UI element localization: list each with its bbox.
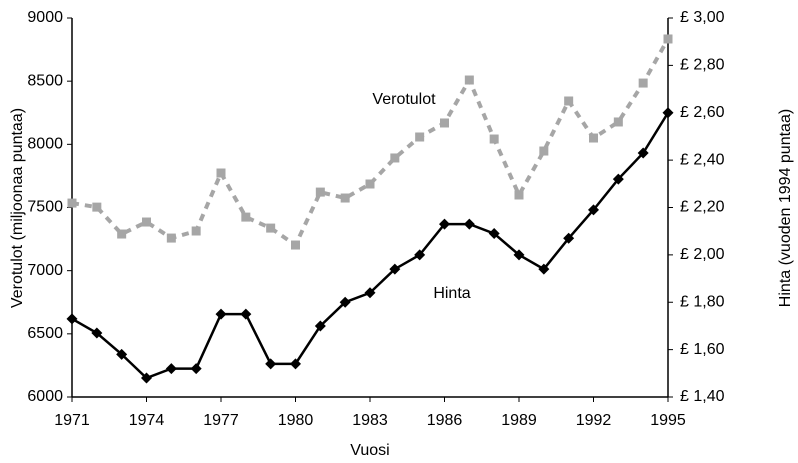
marker (613, 117, 623, 127)
series-label: Verotulot (372, 91, 436, 108)
x-tick-label: 1977 (203, 412, 239, 429)
marker (314, 320, 326, 332)
x-tick-label: 1992 (576, 412, 612, 429)
marker (240, 308, 252, 320)
y-tick-label: 6000 (27, 388, 63, 405)
y2-tick-label: £ 3,00 (680, 9, 725, 26)
marker (662, 107, 674, 119)
marker (488, 228, 500, 240)
marker (638, 78, 648, 88)
marker (538, 263, 550, 275)
marker (390, 153, 400, 163)
marker (588, 204, 599, 216)
marker (389, 263, 401, 275)
marker (265, 358, 277, 370)
marker (117, 229, 127, 239)
marker (440, 118, 449, 128)
series-line (71, 37, 670, 248)
marker (364, 287, 376, 299)
marker (241, 212, 251, 222)
marker (116, 348, 128, 360)
marker (266, 223, 276, 233)
marker (464, 75, 474, 85)
marker (191, 226, 201, 236)
marker (612, 173, 624, 185)
y2-tick-label: £ 2,60 (680, 104, 725, 121)
y2-axis-title: Hinta (vuoden 1994 puntaa) (777, 109, 794, 307)
marker (141, 372, 152, 384)
x-tick-label: 1983 (352, 412, 388, 429)
marker (513, 249, 525, 261)
x-tick-label: 1980 (278, 412, 314, 429)
y2-tick-label: £ 2,00 (680, 246, 725, 263)
marker (290, 358, 301, 370)
marker (91, 327, 103, 339)
x-tick-label: 1986 (427, 412, 463, 429)
marker (339, 296, 351, 308)
marker (637, 147, 649, 159)
marker (514, 190, 524, 200)
marker (291, 240, 300, 250)
marker (215, 308, 227, 320)
marker (439, 218, 450, 230)
marker (463, 218, 475, 230)
y2-tick-label: £ 1,40 (680, 388, 725, 405)
x-tick-label: 1974 (129, 412, 165, 429)
y2-tick-label: £ 2,40 (680, 151, 725, 168)
y-tick-label: 6500 (27, 325, 63, 342)
y-tick-label: 9000 (27, 9, 63, 26)
marker (489, 134, 499, 144)
marker (67, 198, 77, 208)
marker (66, 313, 78, 325)
series-line (71, 112, 670, 380)
marker (563, 232, 575, 244)
marker (564, 96, 574, 106)
y2-tick-label: £ 1,60 (680, 341, 725, 358)
y2-tick-label: £ 1,80 (680, 293, 725, 310)
y-axis-title: Verotulot (miljoonaa puntaa) (9, 108, 26, 308)
y-tick-label: 7000 (27, 262, 63, 279)
marker (589, 133, 598, 143)
x-tick-label: 1995 (650, 412, 686, 429)
marker (92, 202, 102, 212)
x-tick-label: 1971 (54, 412, 90, 429)
y-tick-label: 7500 (27, 199, 63, 216)
marker (216, 168, 226, 178)
y-tick-label: 8000 (27, 136, 63, 153)
y-tick-label: 8500 (27, 72, 63, 89)
y2-tick-label: £ 2,20 (680, 199, 725, 216)
marker (142, 217, 151, 227)
marker (190, 363, 202, 375)
marker (539, 146, 549, 156)
x-axis-title: Vuosi (350, 442, 389, 459)
marker (365, 179, 375, 189)
marker (166, 233, 176, 243)
marker (414, 249, 426, 261)
marker (340, 193, 350, 203)
y2-tick-label: £ 2,80 (680, 57, 725, 74)
marker (415, 132, 425, 142)
marker (165, 363, 177, 375)
marker (315, 187, 325, 197)
x-tick-label: 1989 (501, 412, 537, 429)
series-label: Hinta (433, 285, 470, 302)
marker (663, 34, 673, 44)
